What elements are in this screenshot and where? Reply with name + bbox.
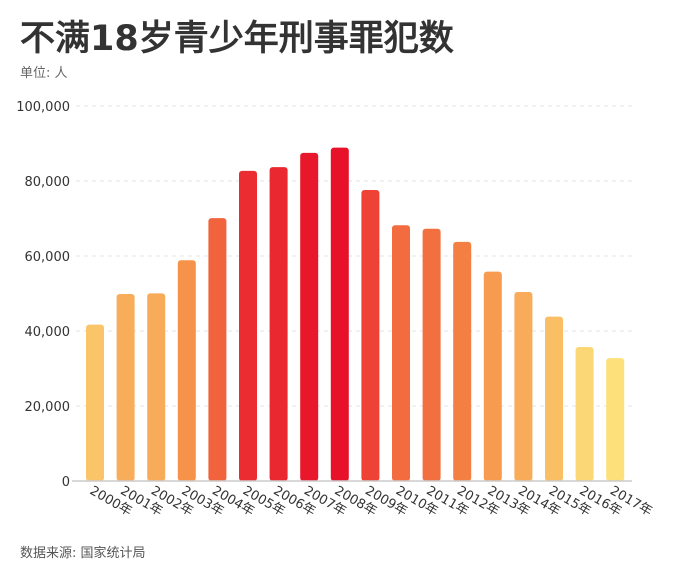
bars (86, 147, 625, 482)
bar-2006年[interactable] (269, 167, 288, 482)
y-tick-label: 20,000 (25, 400, 71, 415)
bar-2012年[interactable] (453, 241, 472, 481)
y-tick-label: 80,000 (25, 175, 71, 190)
y-tick-label: 60,000 (25, 250, 71, 265)
bar-2010年[interactable] (392, 225, 410, 481)
bar-2001年[interactable] (116, 293, 135, 481)
bar-2002年[interactable] (147, 293, 166, 481)
bar-2004年[interactable] (208, 218, 227, 482)
y-tick-label: 0 (62, 475, 70, 490)
data-source-note: 数据来源: 国家统计局 (20, 546, 146, 561)
bar-2011年[interactable] (422, 228, 441, 481)
page-title: 不满18岁青少年刑事罪犯数 (20, 19, 454, 59)
bar-2007年[interactable] (300, 152, 319, 482)
bar-2016年[interactable] (575, 346, 594, 481)
x-axis-ticks: 2000年2001年2002年2003年2004年2005年2006年2007年… (87, 483, 655, 519)
bar-2000年[interactable] (86, 324, 104, 481)
bar-2008年[interactable] (330, 147, 349, 481)
bar-2017年[interactable] (606, 358, 625, 481)
y-tick-label: 100,000 (16, 100, 70, 115)
bar-2014年[interactable] (514, 291, 533, 481)
bar-2013年[interactable] (483, 271, 502, 481)
bar-2003年[interactable] (177, 260, 196, 481)
y-axis-ticks: 0 20,000 40,000 60,000 80,000 100,000 (16, 100, 70, 490)
bar-2009年[interactable] (361, 189, 380, 482)
y-tick-label: 40,000 (25, 325, 71, 340)
bar-2005年[interactable] (239, 170, 257, 481)
unit-label: 单位: 人 (20, 66, 68, 81)
bar-2015年[interactable] (545, 316, 563, 481)
